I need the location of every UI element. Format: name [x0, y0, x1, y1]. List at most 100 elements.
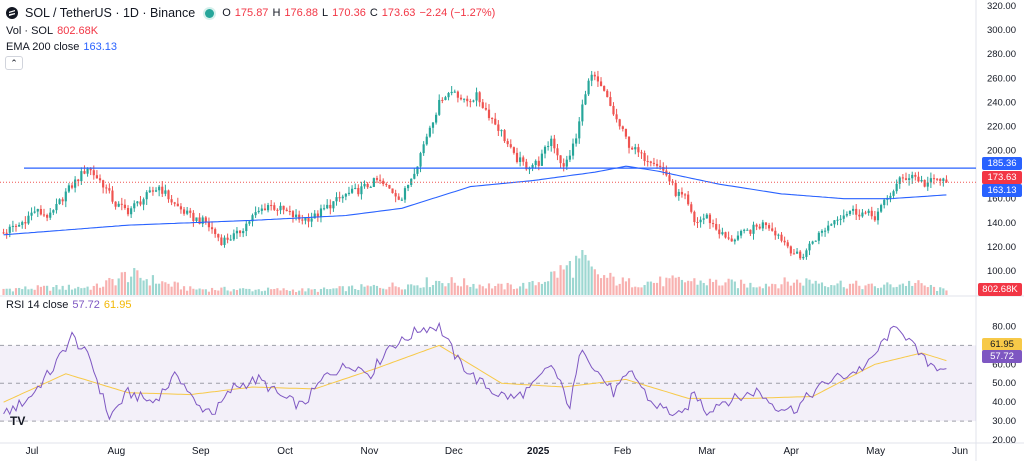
- volume-bar: [388, 286, 391, 295]
- volume-bar: [204, 289, 207, 295]
- volume-bar: [743, 283, 746, 295]
- candle-body: [904, 178, 908, 180]
- volume-price-tag: 802.68K: [978, 283, 1022, 296]
- volume-bar: [279, 290, 282, 295]
- candle-body: [627, 136, 631, 148]
- candle-body: [662, 167, 665, 171]
- candle-body: [375, 178, 379, 180]
- candle-body: [39, 208, 42, 215]
- price-tick-label: 320.00: [987, 1, 1016, 12]
- volume-bar: [845, 288, 848, 295]
- volume-bar: [858, 285, 861, 295]
- candle-body: [92, 170, 95, 176]
- volume-bar: [923, 285, 926, 295]
- volume-bar: [506, 282, 509, 295]
- price-tick-label: 220.00: [987, 121, 1016, 132]
- volume-bar: [571, 277, 575, 295]
- close-value: 173.63: [381, 7, 416, 19]
- volume-bar: [419, 287, 422, 295]
- candle-body: [621, 126, 624, 129]
- candle-body: [319, 208, 323, 217]
- candle-body: [95, 175, 99, 179]
- market-status-icon[interactable]: [205, 8, 215, 18]
- symbol-title[interactable]: SOL / TetherUS · 1D · Binance: [25, 6, 196, 20]
- ema-legend[interactable]: EMA 200 close 163.13: [6, 41, 117, 53]
- volume-bar: [179, 289, 183, 295]
- candle-body: [718, 229, 721, 235]
- candle-body: [649, 161, 652, 163]
- candle-body: [858, 214, 861, 217]
- candle-body: [316, 213, 319, 217]
- candle-body: [469, 101, 472, 103]
- volume-bar: [671, 275, 674, 295]
- volume-bar: [142, 280, 145, 295]
- candle-body: [634, 147, 637, 150]
- candle-body: [248, 221, 251, 224]
- volume-bar: [929, 284, 932, 295]
- candle-body: [270, 205, 273, 207]
- rsi-tick-label: 80.00: [992, 321, 1016, 332]
- candle-body: [276, 209, 279, 211]
- volume-bar: [360, 284, 363, 295]
- volume-bar: [186, 290, 189, 295]
- candle-body: [534, 160, 537, 166]
- volume-bar: [652, 282, 656, 295]
- candle-body: [926, 182, 929, 187]
- volume-bar: [789, 285, 792, 295]
- candle-body: [808, 243, 811, 251]
- candle-body: [86, 168, 89, 174]
- time-tick-label: Apr: [783, 446, 799, 457]
- volume-bar: [774, 284, 777, 295]
- volume-bar: [182, 286, 186, 295]
- volume-bar: [24, 286, 27, 295]
- candle-body: [711, 223, 715, 225]
- price-tick-label: 280.00: [987, 49, 1016, 60]
- volume-bar: [534, 285, 537, 295]
- volume-bar: [33, 289, 36, 295]
- candle-body: [578, 121, 581, 139]
- volume-bar: [662, 286, 665, 295]
- volume-bar: [780, 284, 783, 295]
- volume-bar: [39, 286, 42, 295]
- time-tick-label: Mar: [698, 446, 716, 457]
- volume-bar: [235, 289, 239, 295]
- candle-body: [61, 199, 64, 202]
- volume-bar: [575, 255, 578, 295]
- tradingview-logo-icon[interactable]: TV: [10, 414, 26, 428]
- candle-body: [55, 204, 58, 211]
- candle-body: [599, 81, 603, 87]
- candle-body: [350, 188, 354, 193]
- volume-bar: [472, 283, 475, 295]
- rsi-legend[interactable]: RSI 14 close 57.72 61.95: [6, 299, 131, 311]
- volume-bar: [77, 286, 80, 295]
- volume-bar: [817, 283, 820, 295]
- volume-bar: [721, 285, 724, 295]
- candle-body: [497, 124, 500, 131]
- volume-bar: [805, 278, 808, 295]
- candle-body: [266, 205, 270, 211]
- candle-body: [294, 214, 298, 217]
- candle-body: [652, 162, 656, 164]
- volume-value: 802.68K: [57, 25, 99, 37]
- volume-bar: [42, 285, 46, 295]
- candle-body: [18, 224, 21, 227]
- volume-legend[interactable]: Vol · SOL 802.68K: [6, 25, 98, 37]
- candle-body: [612, 105, 615, 115]
- candle-body: [407, 184, 410, 189]
- volume-bar: [895, 286, 898, 295]
- candle-body: [715, 223, 718, 230]
- low-value: 170.36: [332, 7, 366, 19]
- candle-body: [767, 225, 771, 229]
- volume-bar: [606, 277, 609, 295]
- volume-bar: [581, 250, 584, 295]
- volume-bar: [444, 286, 447, 295]
- volume-bar: [49, 290, 52, 295]
- volume-bar: [382, 288, 385, 295]
- volume-bar: [631, 287, 634, 295]
- collapse-legend-button[interactable]: ⌃: [5, 56, 23, 70]
- volume-bar: [911, 285, 914, 295]
- candle-body: [736, 235, 740, 240]
- candle-body: [111, 190, 114, 202]
